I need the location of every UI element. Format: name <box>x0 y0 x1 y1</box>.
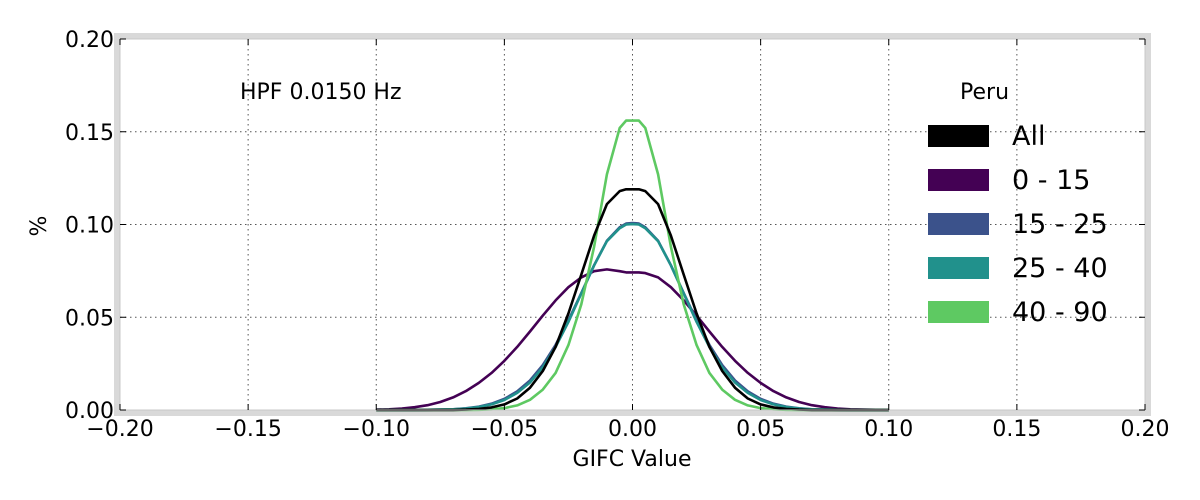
filter-annotation: HPF 0.0150 Hz <box>240 80 402 105</box>
legend-swatch <box>928 257 989 279</box>
y-tick-label: 0.20 <box>65 28 114 53</box>
legend-label: 15 - 25 <box>1012 209 1108 240</box>
y-tick-label: 0.15 <box>65 121 114 146</box>
x-tick-labels: −0.20 −0.15 −0.10 −0.05 0.00 0.05 0.10 0.15 0.20 <box>86 417 1169 442</box>
series-line-0-15 <box>376 268 889 412</box>
x-tick-label: −0.20 <box>86 417 153 442</box>
legend: Peru All 0 - 15 15 - 25 25 - 40 40 - 90 <box>928 80 1108 328</box>
legend-label: All <box>1012 121 1045 152</box>
x-tick-label: 0.00 <box>608 417 657 442</box>
legend-title: Peru <box>960 80 1009 105</box>
x-tick-label: −0.15 <box>214 417 281 442</box>
plot-border <box>114 33 1151 416</box>
legend-swatch <box>928 125 989 147</box>
y-tick-label: 0.00 <box>65 399 114 424</box>
x-axis-label: GIFC Value <box>573 447 692 472</box>
x-tick-label: −0.10 <box>343 417 410 442</box>
y-tick-label: 0.05 <box>65 306 114 331</box>
legend-label: 40 - 90 <box>1012 297 1108 328</box>
x-tick-label: 0.20 <box>1121 417 1170 442</box>
legend-items: All 0 - 15 15 - 25 25 - 40 40 - 90 <box>928 121 1108 328</box>
x-tick-label: 0.10 <box>864 417 913 442</box>
x-tick-label: 0.15 <box>992 417 1041 442</box>
y-tick-label: 0.10 <box>65 214 114 239</box>
x-tick-label: 0.05 <box>736 417 785 442</box>
legend-swatch <box>928 169 989 191</box>
x-tick-label: −0.05 <box>471 417 538 442</box>
legend-swatch <box>928 301 989 323</box>
legend-label: 25 - 40 <box>1012 253 1108 284</box>
y-tick-labels: 0.00 0.05 0.10 0.15 0.20 <box>65 28 114 424</box>
axes <box>119 38 1146 411</box>
legend-swatch <box>928 213 989 235</box>
y-axis-label: % <box>27 216 52 237</box>
legend-label: 0 - 15 <box>1012 165 1090 196</box>
